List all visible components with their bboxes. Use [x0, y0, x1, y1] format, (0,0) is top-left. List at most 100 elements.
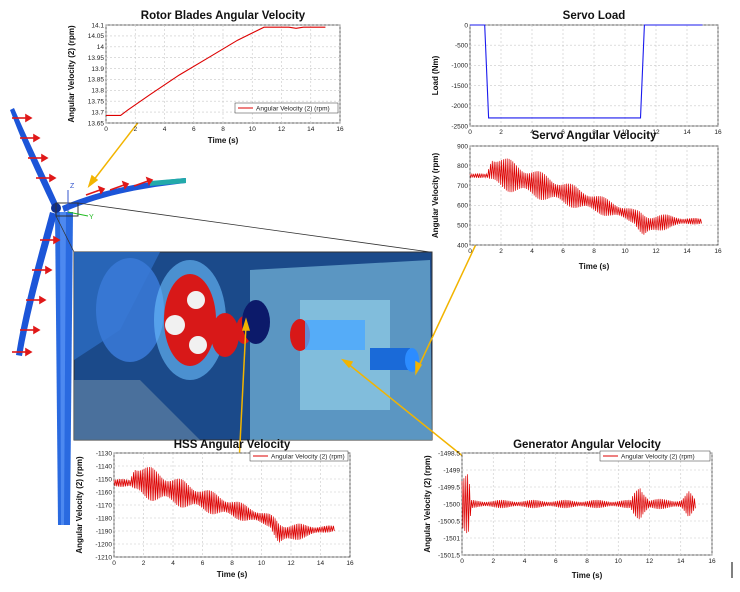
y-axis-label: Angular Velocity (2) (rpm) [423, 455, 432, 553]
x-tick-label: 16 [336, 126, 344, 133]
x-tick-label: 12 [652, 248, 660, 255]
y-tick-label: -1500.5 [438, 518, 460, 525]
y-tick-label: 500 [457, 223, 468, 230]
y-tick-label: 600 [457, 203, 468, 210]
y-tick-label: -500 [455, 43, 468, 50]
series-line [470, 24, 703, 119]
nacelle-box [55, 202, 79, 217]
axis-y-line [67, 211, 89, 217]
y-tick-label: -1500 [443, 501, 460, 508]
x-tick-label: 16 [714, 129, 722, 136]
y-tick-label: -1499 [443, 467, 460, 474]
y-tick-label: -1000 [451, 63, 468, 70]
x-tick-label: 10 [615, 558, 623, 565]
y-tick-label: 13.95 [88, 55, 105, 62]
x-tick-label: 8 [230, 560, 234, 567]
y-tick-label: 0 [464, 22, 468, 29]
legend-label: Angular Velocity (2) (rpm) [256, 106, 330, 113]
y-axis-label: Angular Velocity (rpm) [431, 152, 440, 238]
legend-label: Angular Velocity (2) (rpm) [271, 454, 345, 461]
chart-legend: Angular Velocity (2) (rpm) [249, 450, 349, 462]
x-tick-label: 16 [346, 560, 354, 567]
y-tick-label: -1190 [96, 528, 113, 535]
y-tick-label: -1170 [96, 502, 113, 509]
legend-box [234, 102, 339, 114]
x-tick-label: 16 [714, 248, 722, 255]
chart-title: Rotor Blades Angular Velocity [141, 10, 306, 22]
y-tick-label: -1130 [96, 450, 113, 457]
chart-title: Servo Load [563, 10, 626, 22]
legend-box [599, 450, 711, 462]
x-tick-label: 10 [621, 129, 629, 136]
legend-label: Angular Velocity (2) (rpm) [621, 454, 695, 461]
chart-legend: Angular Velocity (2) (rpm) [599, 450, 711, 462]
chart-title: Generator Angular Velocity [513, 439, 661, 451]
generator-velocity-chart: Generator Angular Velocity 0 2 4 6 8 10 12 14 16 -… [416, 437, 726, 587]
x-tick-label: 2 [499, 129, 503, 136]
x-tick-label: 8 [592, 248, 596, 255]
x-tick-label: 12 [287, 560, 295, 567]
x-axis-label: Time (s) [217, 570, 248, 579]
x-tick-label: 12 [646, 558, 654, 565]
series-line [106, 26, 326, 116]
hss-velocity-chart: HSS Angular Velocity 0 2 4 6 8 10 12 14 16 -1130 -1… [70, 437, 360, 582]
y-tick-label: -2500 [451, 123, 468, 130]
x-tick-label: 6 [561, 129, 565, 136]
x-tick-label: 12 [652, 129, 660, 136]
x-tick-label: 2 [133, 126, 137, 133]
y-tick-label: -2000 [451, 103, 468, 110]
y-tick-label: -1200 [95, 541, 112, 548]
chart-title: Servo Angular Velocity [532, 130, 657, 142]
x-axis-label: Time (s) [579, 262, 610, 271]
x-tick-label: 8 [585, 558, 589, 565]
y-tick-label: 14.1 [91, 22, 104, 29]
y-tick-label: 700 [457, 183, 468, 190]
x-tick-label: 2 [499, 248, 503, 255]
y-tick-label: 14 [97, 44, 105, 51]
y-tick-label: -1210 [95, 554, 112, 561]
x-tick-label: 10 [621, 248, 629, 255]
x-tick-label: 4 [530, 248, 534, 255]
x-tick-label: 0 [460, 558, 464, 565]
chart-legend: Angular Velocity (2) (rpm) [234, 102, 339, 114]
series-line [461, 474, 696, 534]
y-tick-label: -1499.5 [438, 484, 460, 491]
x-tick-label: 2 [142, 560, 146, 567]
blade-right [62, 178, 186, 212]
blade-right-tip [150, 178, 186, 186]
x-tick-label: 8 [592, 129, 596, 136]
servo-velocity-chart: Servo Angular Velocity 0 2 4 6 8 10 12 14 16 400 50… [430, 128, 730, 273]
x-tick-label: 6 [554, 558, 558, 565]
y-tick-label: 400 [457, 242, 468, 249]
x-tick-label: 12 [278, 126, 286, 133]
x-tick-label: 6 [192, 126, 196, 133]
y-tick-label: -1180 [96, 515, 113, 522]
y-tick-label: -1501.5 [438, 552, 460, 559]
y-tick-label: -1140 [96, 463, 113, 470]
x-tick-label: 10 [258, 560, 266, 567]
x-axis-label: Time (s) [572, 571, 603, 580]
x-tick-label: 8 [221, 126, 225, 133]
y-tick-label: 13.65 [88, 120, 105, 127]
x-tick-label: 6 [561, 248, 565, 255]
y-tick-label: -1498.5 [438, 450, 460, 457]
legend-box [249, 450, 349, 462]
servo-load-chart: Servo Load 0 2 4 6 8 10 12 14 16 0 -500 -1000 -1500 -2… [430, 5, 730, 136]
x-tick-label: 14 [683, 248, 691, 255]
y-tick-label: -1160 [96, 489, 113, 496]
series-line [469, 158, 702, 235]
y-tick-label: 13.7 [91, 109, 104, 116]
x-tick-label: 2 [491, 558, 495, 565]
tower-highlight [60, 212, 66, 525]
chart-title: HSS Angular Velocity [174, 439, 291, 451]
x-tick-label: 0 [468, 129, 472, 136]
x-tick-label: 4 [530, 129, 534, 136]
y-axis-label: Angular Velocity (2) (rpm) [67, 25, 76, 123]
x-tick-label: 0 [104, 126, 108, 133]
axis-y-label: Y [89, 214, 94, 221]
blade-upper-left [10, 108, 58, 206]
x-tick-label: 14 [677, 558, 685, 565]
x-tick-label: 0 [468, 248, 472, 255]
x-tick-label: 14 [307, 126, 315, 133]
